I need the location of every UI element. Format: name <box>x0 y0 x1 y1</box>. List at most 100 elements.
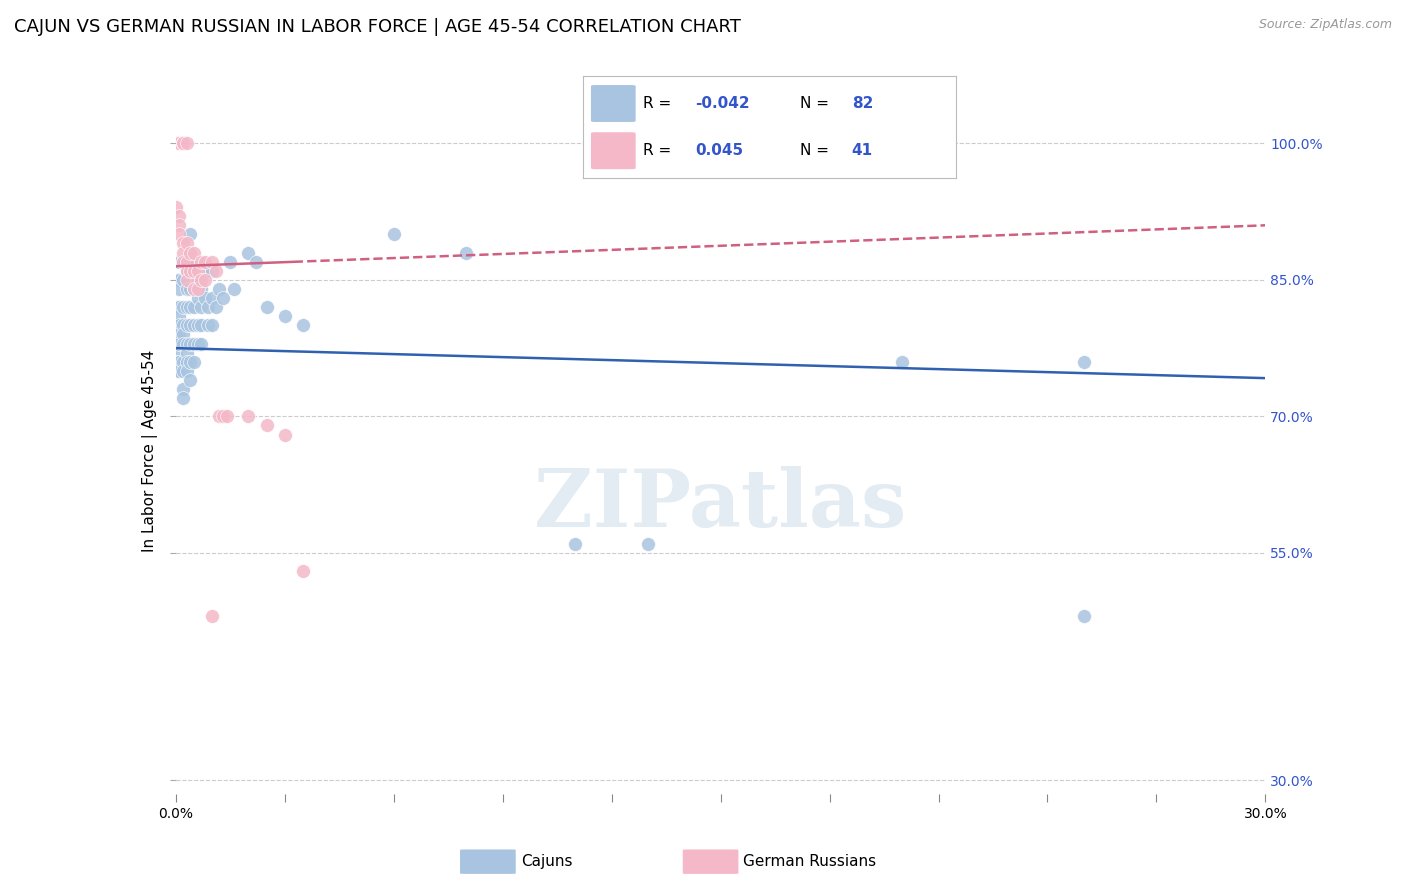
Point <box>169 310 191 324</box>
Point <box>891 355 914 369</box>
Point <box>169 336 191 351</box>
Point <box>172 136 194 151</box>
Point <box>176 300 198 314</box>
Point <box>183 355 205 369</box>
Point <box>201 609 224 624</box>
Point <box>172 136 194 151</box>
Point <box>382 227 405 242</box>
Point <box>172 391 194 405</box>
Point <box>637 537 659 551</box>
Point <box>165 273 187 287</box>
Point <box>274 427 297 442</box>
Point <box>190 273 212 287</box>
Point <box>179 254 201 268</box>
Text: ZIPatlas: ZIPatlas <box>534 467 907 544</box>
Point <box>291 564 314 578</box>
Text: Cajuns: Cajuns <box>520 855 572 869</box>
Point <box>176 273 198 287</box>
Point <box>176 236 198 251</box>
Point <box>219 254 242 268</box>
Point <box>190 300 212 314</box>
Point <box>172 136 194 151</box>
Point <box>179 227 201 242</box>
Point <box>172 254 194 268</box>
Point <box>169 209 191 223</box>
Point <box>172 355 194 369</box>
Point <box>201 318 224 333</box>
Text: 41: 41 <box>852 144 873 158</box>
FancyBboxPatch shape <box>683 849 738 874</box>
Point <box>169 273 191 287</box>
Point <box>179 318 201 333</box>
Point <box>169 227 191 242</box>
Point <box>169 300 191 314</box>
Point <box>208 282 231 296</box>
Point <box>208 409 231 424</box>
Point <box>179 355 201 369</box>
Point <box>183 282 205 296</box>
Point <box>291 318 314 333</box>
Point <box>179 282 201 296</box>
Point <box>238 245 260 260</box>
Point <box>186 273 209 287</box>
Point <box>183 282 205 296</box>
Point <box>194 264 217 278</box>
Y-axis label: In Labor Force | Age 45-54: In Labor Force | Age 45-54 <box>142 350 159 551</box>
Point <box>169 282 191 296</box>
Point <box>183 300 205 314</box>
Text: -0.042: -0.042 <box>695 96 749 111</box>
Point <box>201 254 224 268</box>
Point <box>1073 355 1095 369</box>
Point <box>179 336 201 351</box>
Point <box>176 336 198 351</box>
Point <box>183 336 205 351</box>
Point <box>176 254 198 268</box>
Point <box>176 136 198 151</box>
Point <box>176 264 198 278</box>
Point <box>201 291 224 305</box>
Point <box>201 264 224 278</box>
Text: CAJUN VS GERMAN RUSSIAN IN LABOR FORCE | AGE 45-54 CORRELATION CHART: CAJUN VS GERMAN RUSSIAN IN LABOR FORCE |… <box>14 18 741 36</box>
Text: N =: N = <box>800 144 834 158</box>
Text: 0.045: 0.045 <box>695 144 744 158</box>
Point <box>172 236 194 251</box>
Point <box>204 264 226 278</box>
Text: German Russians: German Russians <box>744 855 876 869</box>
Point <box>165 136 187 151</box>
Point <box>165 327 187 342</box>
Point <box>212 409 235 424</box>
Point <box>172 318 194 333</box>
Point <box>186 291 209 305</box>
Point <box>256 418 278 433</box>
Point <box>165 336 187 351</box>
Point <box>165 300 187 314</box>
Point <box>183 318 205 333</box>
Point <box>194 291 217 305</box>
Point <box>169 136 191 151</box>
Point <box>190 336 212 351</box>
Point <box>172 136 194 151</box>
Point <box>172 273 194 287</box>
Point <box>215 409 238 424</box>
Point <box>169 219 191 233</box>
Point <box>194 273 217 287</box>
Text: R =: R = <box>643 144 676 158</box>
Point <box>212 291 235 305</box>
Point <box>456 245 478 260</box>
Point <box>172 364 194 378</box>
Point <box>172 245 194 260</box>
Point <box>274 310 297 324</box>
Point <box>176 345 198 359</box>
Point <box>190 282 212 296</box>
Point <box>165 364 187 378</box>
Text: Source: ZipAtlas.com: Source: ZipAtlas.com <box>1258 18 1392 31</box>
Point <box>183 264 205 278</box>
Text: 82: 82 <box>852 96 873 111</box>
Point <box>165 355 187 369</box>
FancyBboxPatch shape <box>591 132 636 169</box>
Point <box>197 300 219 314</box>
Point <box>172 327 194 342</box>
Point <box>165 318 187 333</box>
Point <box>179 300 201 314</box>
Point <box>190 318 212 333</box>
